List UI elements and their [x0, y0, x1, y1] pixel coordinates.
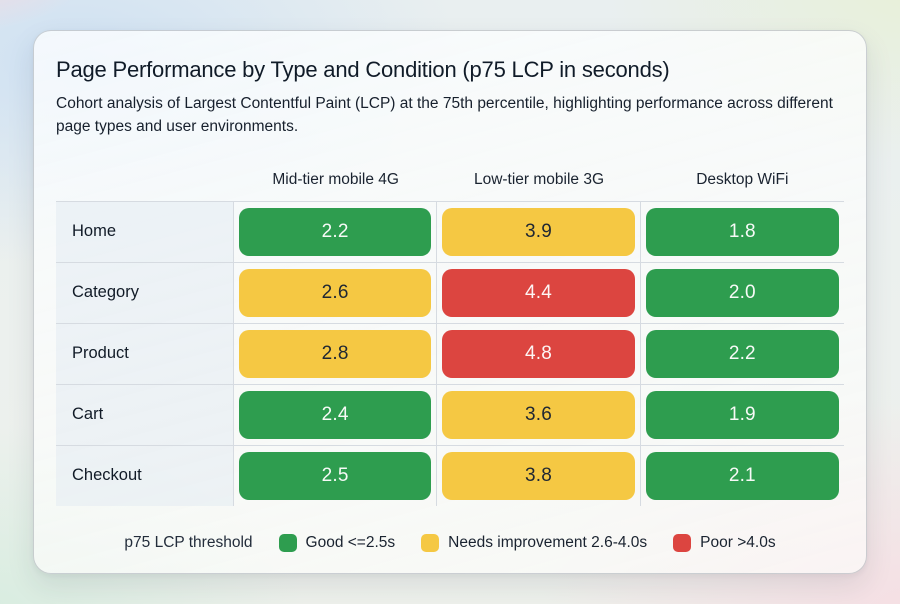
row-label-home: Home [56, 200, 234, 262]
table-cell: 2.2 [234, 200, 438, 262]
lcp-value-pill: 3.9 [442, 207, 635, 256]
performance-card: Page Performance by Type and Condition (… [33, 30, 867, 574]
legend-label-needs-improvement: Needs improvement 2.6-4.0s [448, 533, 648, 551]
page-title: Page Performance by Type and Condition (… [56, 57, 670, 82]
legend-item-good: Good <=2.5s [278, 533, 396, 552]
lcp-value-pill: 2.4 [239, 390, 432, 439]
row-label-cart: Cart [56, 383, 234, 445]
lcp-value-pill: 3.8 [442, 451, 635, 500]
legend-title: p75 LCP threshold [124, 533, 253, 551]
table-cell: 2.8 [234, 322, 438, 384]
column-header-mid-tier-4g: Mid-tier mobile 4G [272, 170, 399, 188]
column-header-low-tier-3g: Low-tier mobile 3G [473, 170, 605, 188]
table-cell: 1.9 [640, 383, 844, 445]
table-cell: 2.5 [234, 444, 438, 506]
lcp-value-pill: 4.8 [442, 329, 635, 378]
column-header-desktop-wifi: Desktop WiFi [696, 170, 789, 188]
lcp-value-pill: 2.0 [645, 268, 839, 317]
table-cell: 2.2 [640, 322, 844, 384]
lcp-value-pill: 1.9 [645, 390, 839, 439]
lcp-value-pill: 3.6 [442, 390, 635, 439]
table-cell: 2.0 [640, 261, 844, 323]
lcp-heatmap-table: Mid-tier mobile 4G Low-tier mobile 3G De… [56, 163, 844, 506]
lcp-value-pill: 2.5 [239, 451, 432, 500]
table-cell: 3.6 [437, 383, 641, 445]
column-header-spacer [56, 163, 234, 201]
table-cell: 2.6 [234, 261, 438, 323]
page-subtitle: Cohort analysis of Largest Contentful Pa… [56, 95, 833, 135]
lcp-value-pill: 2.2 [645, 329, 839, 378]
good-swatch-icon [278, 533, 297, 552]
lcp-value-pill: 2.2 [239, 207, 432, 256]
table-cell: 2.1 [640, 444, 844, 506]
table-cell: 4.4 [437, 261, 641, 323]
legend: p75 LCP threshold Good <=2.5s Needs impr… [56, 533, 844, 552]
table-cell: 4.8 [437, 322, 641, 384]
legend-item-needs-improvement: Needs improvement 2.6-4.0s [421, 533, 648, 552]
lcp-value-pill: 2.6 [239, 268, 432, 317]
poor-swatch-icon [673, 533, 692, 552]
legend-label-poor: Poor >4.0s [700, 533, 776, 551]
row-label-category: Category [56, 261, 234, 323]
needs-improvement-swatch-icon [421, 533, 440, 552]
lcp-value-pill: 2.8 [239, 329, 432, 378]
table-cell: 1.8 [640, 200, 844, 262]
lcp-value-pill: 4.4 [442, 268, 635, 317]
table-cell: 2.4 [234, 383, 438, 445]
row-label-product: Product [56, 322, 234, 384]
row-label-checkout: Checkout [56, 444, 234, 506]
table-cell: 3.8 [437, 444, 641, 506]
table-cell: 3.9 [437, 200, 641, 262]
legend-label-good: Good <=2.5s [305, 533, 396, 551]
lcp-value-pill: 1.8 [645, 207, 839, 256]
lcp-value-pill: 2.1 [645, 451, 839, 500]
legend-item-poor: Poor >4.0s [673, 533, 776, 552]
